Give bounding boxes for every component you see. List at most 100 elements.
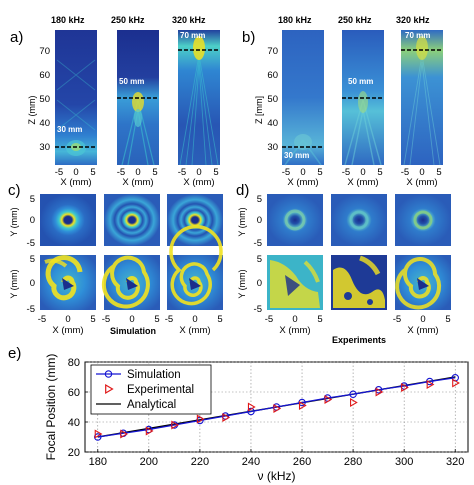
panel-a-y-axis: 30 40 50 60 70	[39, 46, 50, 153]
panel-d-xtick: 0	[292, 314, 297, 325]
panel-d-xlabel: X (mm)	[407, 325, 438, 336]
panel-e: e) 180 200 220 240 260 280 300 320 20 40 60 80 ν (k…	[8, 345, 469, 483]
panel-d-ylabel-top: Y (mm)	[237, 207, 247, 236]
simulation-point	[349, 390, 357, 398]
panel-b-map-3	[401, 30, 443, 166]
panel-b-focus-3: 70 mm	[405, 31, 430, 40]
panel-c-xtick: -5	[102, 314, 110, 325]
experimental-point	[324, 394, 333, 405]
panel-c-ytick: 5	[30, 194, 35, 205]
experimental-point	[426, 379, 435, 390]
legend-label: Analytical	[127, 399, 176, 411]
y-tick-label: 60	[68, 387, 80, 399]
panel-a-freq-1: 180 kHz	[51, 15, 85, 25]
x-tick-label: 180	[89, 456, 107, 468]
panel-c-ytick: -5	[27, 238, 35, 249]
panel-d-ylabel-bottom: Y (mm)	[237, 269, 247, 298]
panel-d-xtick: -5	[393, 314, 401, 325]
chart-x-label: ν (kHz)	[258, 469, 296, 483]
panel-d-x-axis: -5 0 5 -5 0 5 X (mm) X (mm)	[265, 314, 451, 336]
panel-b-xtick: 0	[419, 167, 424, 178]
panel-b-freq-2: 250 kHz	[338, 15, 372, 25]
panel-a-focus-2: 50 mm	[119, 77, 144, 86]
panel-a-x-axis: -5 0 5 -5 0 5 -5 0 5 X (mm) X (mm) X (mm…	[55, 167, 219, 188]
panel-c-xtick: 0	[192, 314, 197, 325]
panel-c-xtick: -5	[165, 314, 173, 325]
panel-d-ytick: 0	[257, 278, 262, 289]
experimental-point	[120, 429, 128, 439]
x-tick-label: 200	[140, 456, 158, 468]
panel-a-ytick: 70	[39, 46, 50, 57]
panel-d-letter: d)	[236, 182, 249, 199]
panel-b-xtick: -5	[401, 167, 409, 178]
chart-legend: Simulation Experimental Analytical	[90, 364, 212, 415]
panel-b-x-axis: -5 0 5 -5 0 5 -5 0 5 X (mm) X (mm) X (mm…	[282, 167, 442, 188]
panel-d-xlabel: X (mm)	[279, 325, 310, 336]
legend-swatch-marker	[105, 383, 114, 395]
panel-d-xtick: -5	[265, 314, 273, 325]
panel-b-xtick: -5	[282, 167, 290, 178]
panel-a-freq-2: 250 kHz	[111, 15, 145, 25]
panel-d-intensity-3	[395, 194, 451, 246]
x-tick-label: 240	[242, 456, 260, 468]
panel-c: c) 5 0 -5	[8, 182, 223, 336]
panel-c-y-axis: 5 0 -5 5 0 -5	[27, 194, 35, 315]
experimental-point	[452, 378, 460, 388]
panel-a-xtick: 5	[90, 167, 95, 178]
panel-b-xlabel: X (mm)	[347, 177, 378, 188]
x-tick-label: 280	[344, 456, 362, 468]
panel-a-xtick: 0	[135, 167, 140, 178]
panel-d-xtick: 5	[317, 314, 322, 325]
y-tick-label: 40	[68, 417, 80, 429]
panel-c-phase-1	[40, 255, 96, 310]
experimental-point	[350, 397, 358, 408]
panel-a-focus-1: 30 mm	[57, 125, 82, 134]
y-tick-label: 80	[68, 357, 80, 369]
panel-c-xtick: 0	[65, 314, 70, 325]
panel-b-ylabel: Z [mm]	[254, 96, 264, 124]
panel-a-map-1	[55, 30, 97, 165]
panel-c-ylabel-bottom: Y (mm)	[9, 269, 19, 298]
panel-a-xtick: 5	[213, 167, 218, 178]
panel-b-xtick: 0	[360, 167, 365, 178]
panel-a-xtick: 0	[73, 167, 78, 178]
legend-swatch-marker	[104, 370, 113, 378]
panel-b-ytick: 70	[267, 46, 278, 57]
panel-c-phase-3	[167, 225, 223, 310]
panel-a-map-3	[178, 30, 220, 166]
simulation-point	[298, 398, 306, 407]
panel-c-x-axis: -5 0 5 -5 0 5 -5 0 5 X (mm) X (mm)	[38, 314, 223, 336]
panel-c-phase-2	[101, 255, 160, 310]
x-tick-label: 220	[191, 456, 209, 468]
panel-b-xtick: 5	[377, 167, 382, 178]
x-tick-label: 300	[395, 456, 413, 468]
panel-a-xlabel: X (mm)	[122, 177, 153, 188]
simulation-point	[374, 385, 383, 394]
panel-c-caption: Simulation	[110, 326, 156, 336]
panel-d-xtick: 5	[445, 314, 450, 325]
simulation-point	[425, 377, 434, 386]
panel-b-xlabel: X (mm)	[287, 177, 318, 188]
panel-a-letter: a)	[10, 29, 23, 46]
panel-a-ytick: 40	[39, 118, 50, 129]
experimental-point	[94, 429, 103, 439]
panel-b-focus-1: 30 mm	[284, 151, 309, 160]
experimental-point	[375, 387, 384, 397]
panel-d-intensity-1	[267, 194, 323, 246]
chart-series	[94, 373, 460, 441]
panel-a-xtick: -5	[117, 167, 125, 178]
panel-b-ytick: 40	[267, 118, 278, 129]
panel-a-ytick: 50	[39, 94, 50, 105]
panel-b-xtick: 5	[317, 167, 322, 178]
panel-d-ytick: -5	[254, 238, 262, 249]
experimental-point	[222, 412, 231, 423]
panel-d-ytick: 5	[257, 254, 262, 265]
panel-b-xtick: 5	[436, 167, 441, 178]
panel-b-ytick: 60	[267, 70, 278, 81]
panel-a-freq-3: 320 kHz	[172, 15, 206, 25]
panel-b-ytick: 30	[267, 142, 278, 153]
panel-a-xlabel: X (mm)	[60, 177, 91, 188]
panel-d-phase-3	[395, 255, 451, 310]
panel-d-ytick: -5	[254, 304, 262, 315]
